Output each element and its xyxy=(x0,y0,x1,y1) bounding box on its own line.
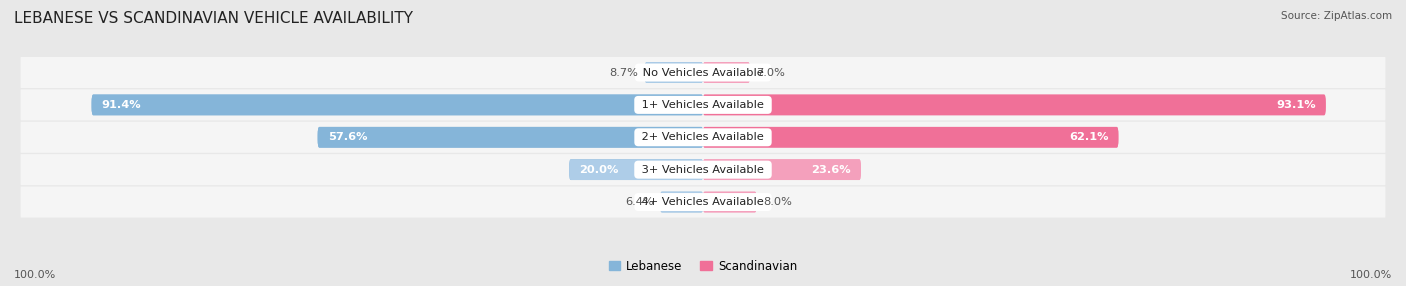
FancyBboxPatch shape xyxy=(21,122,1385,153)
Text: 93.1%: 93.1% xyxy=(1277,100,1316,110)
FancyBboxPatch shape xyxy=(703,192,756,212)
FancyBboxPatch shape xyxy=(703,95,1326,115)
FancyBboxPatch shape xyxy=(703,62,749,83)
FancyBboxPatch shape xyxy=(661,192,703,212)
FancyBboxPatch shape xyxy=(645,62,703,83)
FancyBboxPatch shape xyxy=(703,127,1118,148)
FancyBboxPatch shape xyxy=(21,89,1385,120)
Text: 23.6%: 23.6% xyxy=(811,165,851,175)
Text: 20.0%: 20.0% xyxy=(579,165,619,175)
Text: 62.1%: 62.1% xyxy=(1069,132,1108,142)
FancyBboxPatch shape xyxy=(703,159,860,180)
FancyBboxPatch shape xyxy=(21,154,1385,185)
Text: 91.4%: 91.4% xyxy=(101,100,142,110)
FancyBboxPatch shape xyxy=(661,192,703,212)
FancyBboxPatch shape xyxy=(645,62,703,83)
Text: 57.6%: 57.6% xyxy=(328,132,367,142)
Text: 4+ Vehicles Available: 4+ Vehicles Available xyxy=(638,197,768,207)
Text: Source: ZipAtlas.com: Source: ZipAtlas.com xyxy=(1281,11,1392,21)
FancyBboxPatch shape xyxy=(703,127,1118,148)
FancyBboxPatch shape xyxy=(703,159,860,180)
FancyBboxPatch shape xyxy=(703,95,1326,115)
FancyBboxPatch shape xyxy=(569,159,703,180)
Text: 100.0%: 100.0% xyxy=(1350,270,1392,280)
Text: 100.0%: 100.0% xyxy=(14,270,56,280)
FancyBboxPatch shape xyxy=(91,95,703,115)
Text: 8.0%: 8.0% xyxy=(763,197,792,207)
Text: 7.0%: 7.0% xyxy=(756,67,786,78)
FancyBboxPatch shape xyxy=(21,57,1385,88)
FancyBboxPatch shape xyxy=(703,192,756,212)
Text: 3+ Vehicles Available: 3+ Vehicles Available xyxy=(638,165,768,175)
FancyBboxPatch shape xyxy=(703,62,749,83)
Text: 1+ Vehicles Available: 1+ Vehicles Available xyxy=(638,100,768,110)
FancyBboxPatch shape xyxy=(21,186,1385,218)
Text: 6.4%: 6.4% xyxy=(624,197,654,207)
Text: 8.7%: 8.7% xyxy=(609,67,638,78)
Legend: Lebanese, Scandinavian: Lebanese, Scandinavian xyxy=(605,255,801,277)
Text: 2+ Vehicles Available: 2+ Vehicles Available xyxy=(638,132,768,142)
FancyBboxPatch shape xyxy=(318,127,703,148)
Text: No Vehicles Available: No Vehicles Available xyxy=(638,67,768,78)
FancyBboxPatch shape xyxy=(318,127,703,148)
Text: LEBANESE VS SCANDINAVIAN VEHICLE AVAILABILITY: LEBANESE VS SCANDINAVIAN VEHICLE AVAILAB… xyxy=(14,11,413,26)
FancyBboxPatch shape xyxy=(569,159,703,180)
FancyBboxPatch shape xyxy=(91,95,703,115)
